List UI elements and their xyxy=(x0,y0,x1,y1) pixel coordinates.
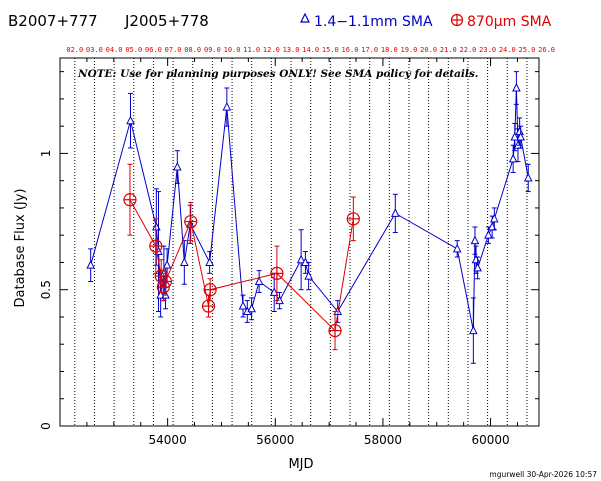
data-point xyxy=(201,299,216,313)
plot-frame xyxy=(59,57,540,427)
top-tick-label: 19.0 xyxy=(401,46,418,54)
data-point xyxy=(158,274,173,289)
data-point xyxy=(301,257,310,266)
data-point xyxy=(203,283,217,297)
x-tick-label: 56000 xyxy=(256,433,294,447)
top-tick-label: 05.0 xyxy=(125,46,142,54)
data-point xyxy=(184,214,198,229)
top-tick-label: 25.0 xyxy=(519,46,536,54)
top-tick-label: 13.0 xyxy=(283,46,300,54)
top-tick-label: 07.0 xyxy=(165,46,182,54)
top-tick-label: 20.0 xyxy=(420,46,437,54)
data-point xyxy=(247,303,256,313)
data-point xyxy=(470,235,480,245)
top-tick-label: 16.0 xyxy=(342,46,359,54)
top-tick-label: 15.0 xyxy=(322,46,339,54)
top-tick-label: 24.0 xyxy=(499,46,516,54)
data-point xyxy=(328,323,342,338)
top-tick-label: 23.0 xyxy=(479,46,496,54)
top-tick-label: 09.0 xyxy=(204,46,221,54)
x-tick-label: 54000 xyxy=(149,433,187,447)
data-point xyxy=(123,193,137,207)
top-tick-label: 08.0 xyxy=(184,46,201,54)
x-tick-label: 58000 xyxy=(364,433,402,447)
top-tick-label: 10.0 xyxy=(224,46,241,54)
top-tick-label: 22.0 xyxy=(460,46,477,54)
top-tick-label: 04.0 xyxy=(106,46,123,54)
x-axis: 54000 56000 58000 60000 xyxy=(59,58,518,447)
data-point xyxy=(86,260,95,269)
top-tick-label: 06.0 xyxy=(145,46,162,54)
top-tick-label: 14.0 xyxy=(302,46,319,54)
top-tick-label: 03.0 xyxy=(86,46,103,54)
data-point xyxy=(149,239,163,253)
data-point xyxy=(523,172,533,182)
data-point xyxy=(238,300,248,310)
data-point xyxy=(296,254,306,264)
source-name: B2007+777 xyxy=(8,12,98,30)
legend-blue-triangle-icon xyxy=(300,12,310,23)
x-axis-label: MJD xyxy=(288,457,313,472)
data-point xyxy=(269,287,279,296)
y-tick-label: 1 xyxy=(39,150,53,158)
data-point xyxy=(304,270,313,280)
data-point xyxy=(275,295,284,305)
data-point xyxy=(222,101,232,111)
top-tick-label: 17.0 xyxy=(361,46,378,54)
alias-name: J2005+778 xyxy=(124,12,209,30)
legend-blue-label: 1.4−1.1mm SMA xyxy=(314,14,433,30)
data-point xyxy=(162,260,172,269)
legend-red-circle-plus-icon xyxy=(450,13,464,27)
data-point xyxy=(270,266,284,280)
data-point xyxy=(180,257,189,266)
series-red xyxy=(123,163,360,351)
y-tick-label: 0.5 xyxy=(39,280,53,299)
data-point xyxy=(516,131,526,141)
data-point xyxy=(126,115,135,125)
footer-credit: mgurwell 30-Apr-2026 10:57 xyxy=(489,470,597,479)
top-tick-label: 11.0 xyxy=(243,46,260,54)
y-axis-label: Database Flux (Jy) xyxy=(13,189,28,308)
top-axis: 02.0 03.0 04.0 05.0 06.0 07.0 08.0 09.0 10.0 11.0… xyxy=(66,46,555,54)
data-point xyxy=(490,213,499,223)
planning-note: NOTE: Use for planning purposes ONLY! Se… xyxy=(77,68,478,80)
data-point xyxy=(512,82,521,92)
legend: 1.4−1.1mm SMA 870µm SMA xyxy=(300,12,552,30)
top-tick-label: 18.0 xyxy=(381,46,398,54)
data-point xyxy=(469,325,478,335)
data-point xyxy=(346,212,360,226)
data-point xyxy=(173,161,182,171)
y-axis: 00.51 xyxy=(39,71,539,430)
top-tick-label: 12.0 xyxy=(263,46,280,54)
data-point xyxy=(390,208,400,217)
data-point xyxy=(510,131,520,141)
top-tick-label: 21.0 xyxy=(440,46,457,54)
data-point xyxy=(452,243,462,253)
legend-red-label: 870µm SMA xyxy=(467,14,552,30)
data-point xyxy=(473,262,482,272)
series-blue xyxy=(86,71,533,364)
top-tick-label: 02.0 xyxy=(66,46,83,54)
data-point xyxy=(484,230,493,239)
x-tick-label: 60000 xyxy=(471,433,509,447)
data-point xyxy=(254,276,264,286)
top-tick-label: 26.0 xyxy=(538,46,555,54)
data-point xyxy=(508,153,518,163)
y-tick-label: 0 xyxy=(39,422,53,430)
data-point xyxy=(205,257,214,266)
